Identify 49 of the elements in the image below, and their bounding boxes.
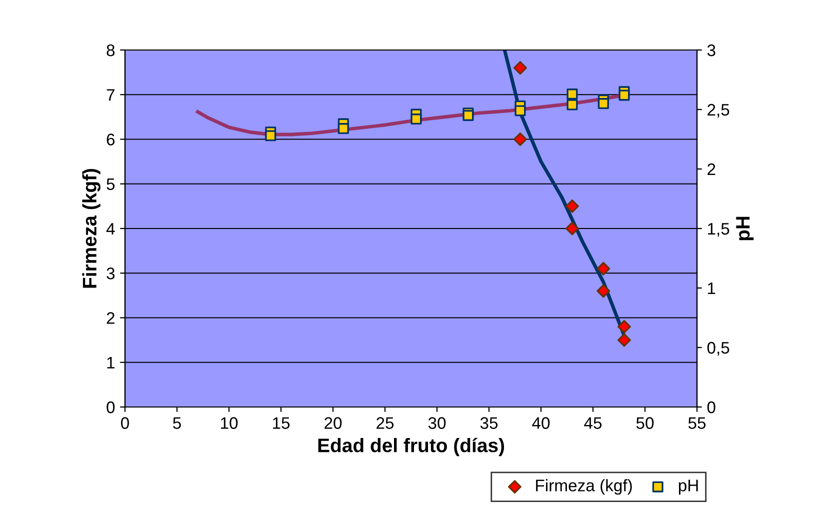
x-tick-label: 10 (221, 417, 238, 429)
y-tick-label: 0 (106, 401, 115, 414)
y2-tick-label: 2,5 (708, 104, 730, 118)
y-axis-title: Firmeza (kgf) (82, 168, 100, 288)
point (566, 99, 578, 110)
x-tick-label: 50 (636, 417, 654, 429)
x-tick-label: 55 (688, 417, 706, 429)
point (617, 320, 631, 334)
x-tick-label: 30 (428, 417, 446, 429)
x-tick-label: 45 (584, 417, 602, 429)
point (565, 199, 579, 213)
y-tick-label: 1 (107, 356, 114, 368)
point (598, 98, 609, 110)
y2-axis-title: pH (736, 216, 754, 240)
point (265, 130, 276, 142)
x-axis-title: Edad del fruto (días) (318, 438, 504, 456)
point (513, 61, 527, 75)
point (596, 262, 610, 276)
point (410, 114, 422, 125)
point (618, 90, 630, 101)
y2-tick-label: 2 (708, 163, 716, 176)
x-tick-label: 5 (173, 417, 181, 429)
x-tick-label: 35 (480, 417, 498, 429)
point (617, 333, 631, 347)
point (513, 132, 527, 146)
y-tick-label: 2 (106, 312, 114, 324)
y2-tick-label: 1,5 (708, 223, 730, 237)
x-tick-label: 20 (324, 417, 342, 429)
point (565, 222, 579, 236)
point (514, 105, 526, 116)
y-tick-label: 4 (106, 223, 115, 235)
point (596, 284, 610, 298)
y-tick-label: 7 (106, 89, 114, 101)
x-tick-label: 0 (121, 417, 129, 429)
y2-tick-label: 3 (707, 44, 716, 56)
y2-tick-label: 0 (707, 401, 716, 414)
point (566, 88, 578, 100)
y-tick-label: 3 (106, 268, 115, 280)
y-tick-label: 5 (106, 178, 115, 190)
y-tick-label: 6 (106, 134, 115, 146)
point (338, 123, 349, 134)
x-tick-label: 40 (532, 417, 550, 429)
legend-label: Firmeza (kgf) (536, 479, 632, 495)
y2-tick-label: 1 (708, 282, 716, 294)
y-tick-label: 8 (106, 44, 115, 56)
x-tick-label: 15 (273, 417, 290, 429)
y2-tick-label: 0,5 (707, 342, 730, 356)
legend-label: pH (678, 480, 698, 495)
x-tick-label: 25 (376, 417, 394, 429)
